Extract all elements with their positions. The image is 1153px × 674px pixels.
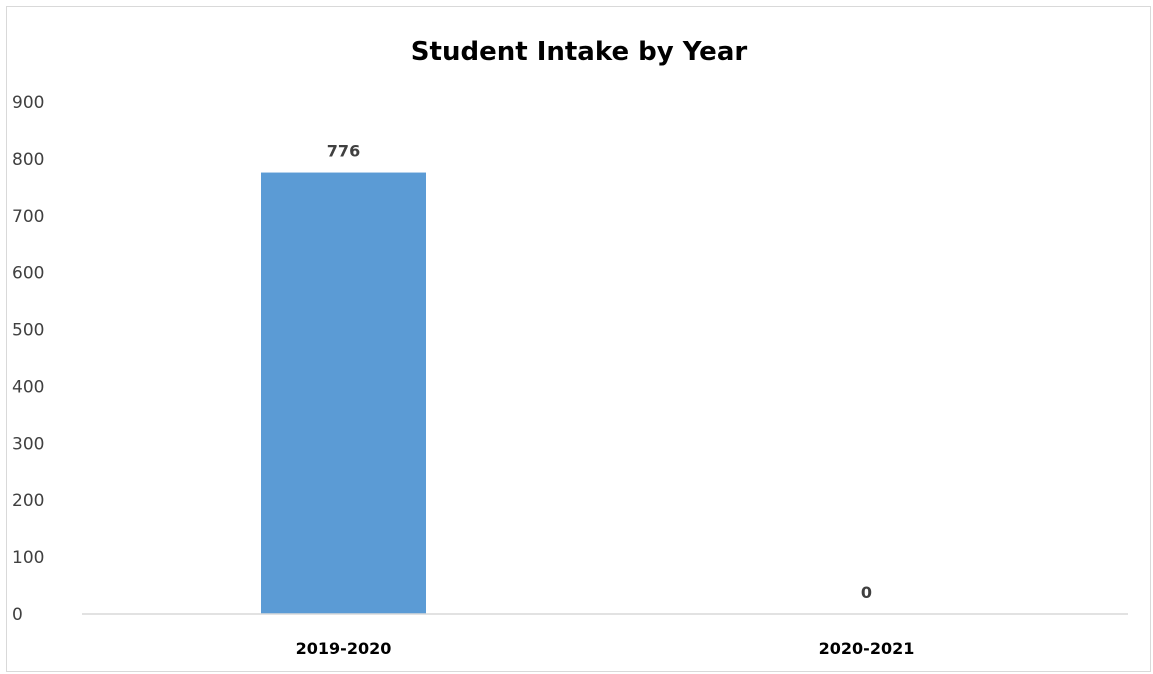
data-label: 776 [327,142,360,161]
x-tick-label: 2019-2020 [296,639,392,658]
y-tick-label: 300 [12,434,44,454]
y-tick-label: 900 [12,93,44,113]
data-label: 0 [861,583,872,602]
x-axis-ticks: 2019-2020 2020-2021 [296,639,915,658]
data-labels: 776 0 [327,142,872,602]
y-tick-label: 700 [12,207,44,227]
x-tick-label: 2020-2021 [819,639,915,658]
y-axis-ticks: 0 100 200 300 400 500 600 700 800 900 [12,93,44,625]
y-tick-label: 100 [12,548,44,568]
y-tick-label: 0 [12,605,23,625]
y-tick-label: 200 [12,491,44,511]
y-tick-label: 600 [12,264,44,284]
chart-title: Student Intake by Year [411,37,748,67]
bar [261,172,426,614]
y-tick-label: 800 [12,150,44,170]
y-tick-label: 400 [12,377,44,397]
chart-frame [6,6,1151,672]
bars [261,172,426,614]
y-tick-label: 500 [12,321,44,341]
